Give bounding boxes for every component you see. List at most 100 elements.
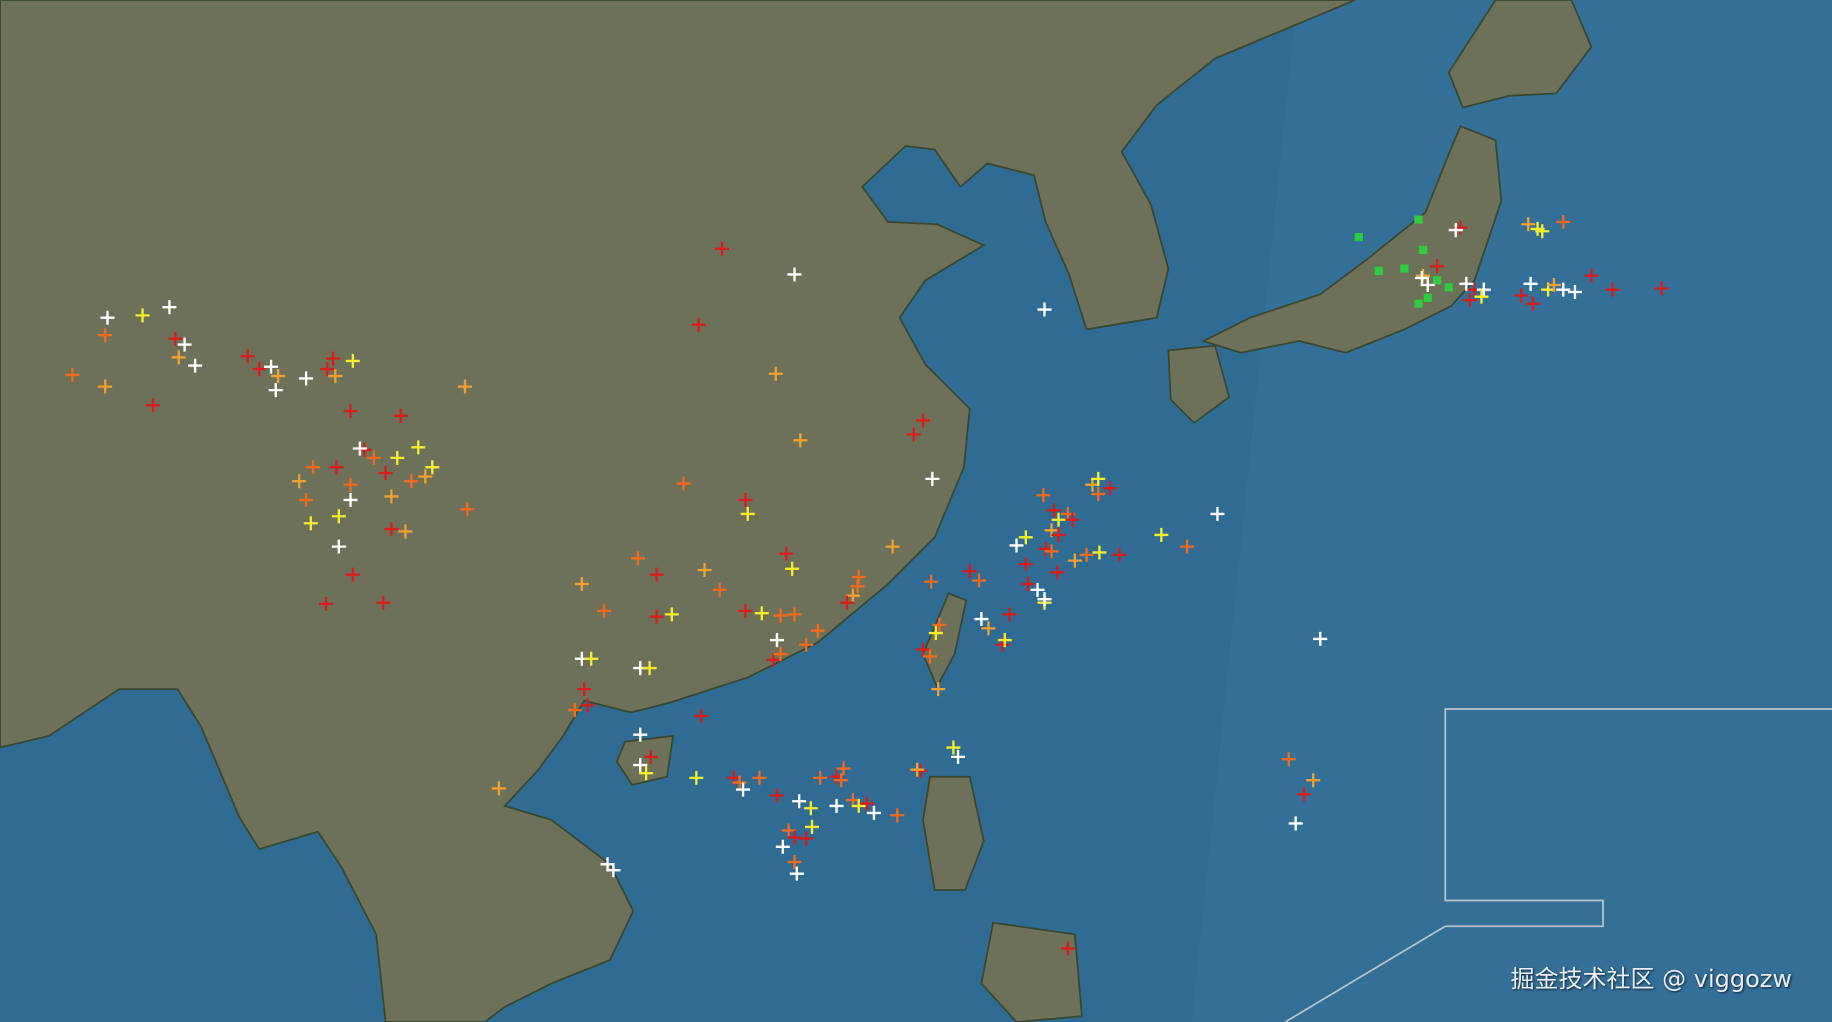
lightning-strike-marker xyxy=(754,606,769,621)
lightning-strike-marker xyxy=(769,633,784,648)
lightning-strike-marker xyxy=(910,762,925,777)
lightning-strike-marker xyxy=(1021,576,1036,592)
lightning-strike-marker xyxy=(491,781,506,796)
lightning-strike-marker xyxy=(1009,538,1024,553)
lightning-strike-marker xyxy=(974,612,989,627)
lightning-strike-marker xyxy=(906,427,921,442)
lightning-strike-marker xyxy=(65,367,80,382)
lightning-strike-marker xyxy=(789,866,804,881)
lightning-strike-marker xyxy=(773,647,788,662)
lightning-strike-marker xyxy=(981,621,996,636)
lightning-strike-marker xyxy=(376,595,391,610)
lightning-strike-marker xyxy=(694,708,709,723)
lightning-strike-marker xyxy=(775,839,790,854)
lightning-strike-marker xyxy=(850,579,865,594)
lightning-strike-marker xyxy=(928,626,943,641)
lightning-strike-marker xyxy=(1514,288,1529,303)
luzon xyxy=(922,775,985,891)
lightning-strike-marker xyxy=(162,300,177,315)
lightning-strike-marker xyxy=(1037,302,1052,317)
lightning-strike-marker xyxy=(318,596,333,611)
taiwan xyxy=(922,592,968,689)
lightning-strike-marker xyxy=(630,551,645,566)
lightning-strike-marker xyxy=(805,819,820,834)
lightning-strike-marker xyxy=(168,331,183,346)
lightning-strike-marker xyxy=(633,727,648,742)
lightning-strike-marker xyxy=(946,740,961,755)
lightning-strike-marker xyxy=(1018,530,1033,545)
lightning-strike-marker xyxy=(836,761,851,776)
lightning-strike-marker xyxy=(773,608,788,623)
lightning-strike-marker xyxy=(378,466,393,481)
lightning-strike-marker xyxy=(329,460,344,475)
lightning-strike-marker xyxy=(252,362,267,377)
lightning-strike-marker xyxy=(1525,296,1540,311)
lightning-strike-marker xyxy=(299,492,314,507)
lightning-strike-marker xyxy=(649,567,664,582)
lightning-strike-marker xyxy=(1050,565,1065,580)
lightning-strike-marker xyxy=(325,351,340,366)
lightning-strike-marker xyxy=(577,682,592,697)
lightning-strike-marker xyxy=(1654,281,1669,296)
lightning-strike-marker xyxy=(1102,481,1117,496)
lightning-strike-marker xyxy=(915,413,931,428)
station-marker xyxy=(1354,233,1363,242)
lightning-strike-marker xyxy=(664,607,679,622)
lightning-strike-marker xyxy=(390,450,405,465)
lightning-strike-marker xyxy=(345,353,360,368)
kyushu xyxy=(1167,344,1231,424)
lightning-strike-marker xyxy=(951,749,966,764)
station-marker xyxy=(1423,293,1432,302)
lightning-strike-marker xyxy=(580,698,595,713)
lightning-strike-marker xyxy=(188,358,203,373)
lightning-strike-marker xyxy=(418,469,433,484)
lightning-strike-marker xyxy=(997,633,1012,648)
lightning-strike-marker xyxy=(787,854,802,869)
lightning-strike-marker xyxy=(712,582,727,597)
region-boundary xyxy=(1284,708,1832,1022)
lightning-strike-marker xyxy=(171,350,186,365)
ocean-far-region xyxy=(1191,0,1832,1022)
lightning-strike-marker xyxy=(813,770,828,785)
lightning-strike-marker xyxy=(840,595,855,610)
lightning-strike-marker xyxy=(1067,553,1082,568)
lightning-strike-marker xyxy=(1584,268,1599,283)
lightning-strike-marker xyxy=(331,539,346,554)
asia-mainland xyxy=(0,0,1356,1022)
lightning-strike-marker xyxy=(787,267,802,282)
lightning-strike-marker xyxy=(1180,539,1195,554)
lightning-strike-marker xyxy=(1556,282,1571,297)
lightning-strike-marker xyxy=(890,808,905,823)
lightning-strike-marker xyxy=(810,623,825,638)
lightning-strike-marker xyxy=(769,788,784,803)
lightning-strike-marker xyxy=(299,371,314,386)
lightning-strike-marker xyxy=(457,379,473,394)
lightning-strike-marker xyxy=(268,383,283,398)
station-marker xyxy=(1400,264,1409,273)
lightning-strike-marker xyxy=(584,651,599,666)
lightning-strike-marker xyxy=(851,798,866,813)
lightning-strike-marker xyxy=(1091,471,1106,486)
lightning-strike-marker xyxy=(697,562,712,577)
lightning-strike-marker xyxy=(1521,217,1536,232)
lightning-strike-marker xyxy=(1605,282,1620,297)
lightning-strike-marker xyxy=(1430,259,1445,274)
lightning-strike-marker xyxy=(411,440,426,455)
station-marker xyxy=(1444,283,1453,292)
lightning-strike-marker xyxy=(738,603,753,618)
lightning-strike-marker xyxy=(649,609,664,624)
lightning-strike-marker xyxy=(100,310,115,325)
lightning-strike-marker xyxy=(331,509,346,524)
lightning-strike-marker xyxy=(1459,276,1474,291)
lightning-strike-marker xyxy=(1288,816,1303,831)
lightning-strike-marker xyxy=(292,474,307,489)
lightning-strike-marker xyxy=(328,369,343,384)
lightning-strike-marker xyxy=(384,489,399,504)
station-marker xyxy=(1433,276,1442,285)
lightning-strike-marker xyxy=(264,359,279,374)
mindanao xyxy=(980,921,1083,1022)
lightning-strike-marker xyxy=(320,362,335,377)
lightning-strike-marker xyxy=(799,637,814,652)
lightning-strike-marker xyxy=(1060,941,1075,956)
